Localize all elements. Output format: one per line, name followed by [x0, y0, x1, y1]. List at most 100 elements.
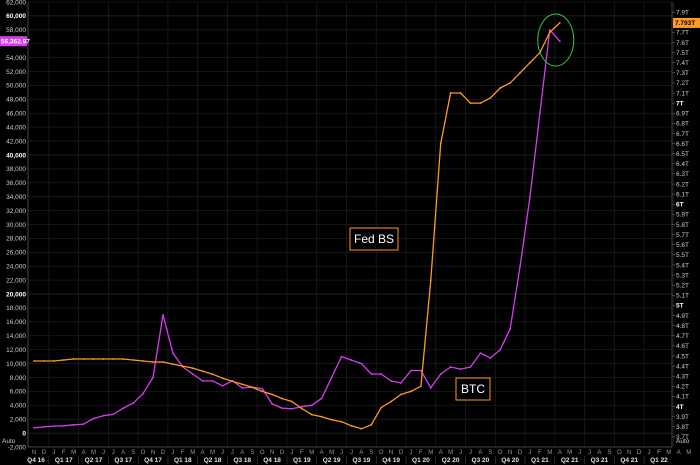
- month-label: J: [102, 450, 105, 456]
- grid: [28, 1, 675, 448]
- data-point: [380, 373, 383, 375]
- right-tick-label: 6.6T: [676, 141, 689, 148]
- data-point: [310, 404, 313, 407]
- data-point: [62, 359, 65, 361]
- month-label: O: [141, 450, 146, 456]
- left-tick-label: 12,000: [6, 347, 26, 354]
- data-point: [62, 424, 65, 427]
- data-point: [92, 417, 95, 420]
- month-label: F: [62, 450, 66, 456]
- month-label: J: [171, 450, 174, 456]
- right-axis: 3.7T 3.8T 3.9T 4T 4.1T 4.2T 4.3T 4.4T 4.5T 4.6T 4.…: [671, 2, 689, 447]
- data-point: [370, 373, 373, 375]
- data-point: [370, 423, 373, 426]
- quarter-label: Q3 18: [233, 457, 251, 464]
- data-point: [72, 358, 75, 360]
- right-tick-label: 7.4T: [676, 60, 689, 67]
- month-label: M: [567, 450, 572, 456]
- data-point: [132, 359, 135, 361]
- quarter-label: Q3 20: [472, 457, 490, 464]
- month-label: N: [151, 450, 155, 456]
- quarter-label: Q4 19: [382, 457, 400, 464]
- left-tick-label: 52,000: [6, 69, 26, 76]
- month-label: N: [270, 450, 274, 456]
- data-point: [360, 362, 363, 365]
- month-label: D: [518, 450, 523, 456]
- right-tick-label: 3.9T: [676, 414, 689, 421]
- left-tick-label: 48,000: [6, 97, 26, 104]
- right-tick-label: 7.9T: [676, 9, 689, 16]
- month-label: N: [389, 450, 393, 456]
- month-label: J: [231, 450, 234, 456]
- month-label: M: [448, 450, 453, 456]
- quarter-label: Q1 20: [412, 457, 430, 464]
- left-tick-label: 18,000: [6, 305, 26, 312]
- right-tick-label: 4.2T: [676, 384, 689, 391]
- left-tick-label: 62,000: [6, 0, 26, 6]
- data-point: [43, 425, 45, 428]
- data-point: [420, 369, 422, 372]
- month-label: M: [666, 450, 671, 456]
- month-label: D: [161, 450, 166, 456]
- month-label: A: [82, 450, 86, 456]
- month-label: J: [578, 450, 581, 456]
- data-point: [380, 406, 383, 409]
- left-tick-label: 30,000: [6, 222, 26, 229]
- month-label: A: [121, 450, 125, 456]
- data-point: [271, 393, 273, 396]
- data-point: [558, 22, 561, 24]
- left-tick-label: 24,000: [6, 264, 26, 271]
- data-point: [102, 414, 105, 417]
- right-tick-label: 5.2T: [676, 282, 689, 289]
- month-label: M: [686, 450, 691, 456]
- data-point: [221, 384, 224, 387]
- data-point: [172, 363, 174, 365]
- month-label: D: [399, 450, 404, 456]
- data-point: [112, 358, 115, 360]
- quarter-label: Q2 19: [323, 457, 341, 464]
- month-label: O: [498, 450, 503, 456]
- data-point: [499, 87, 502, 89]
- data-point: [102, 358, 105, 360]
- left-tick-label: 44,000: [6, 124, 26, 131]
- right-tick-label: 6.8T: [676, 121, 689, 128]
- data-point: [479, 102, 482, 104]
- left-tick-label: 14,000: [6, 333, 26, 340]
- month-label: A: [478, 450, 482, 456]
- data-point: [400, 382, 402, 384]
- right-tick-label: 5T: [676, 303, 684, 310]
- right-tick-label: 5.7T: [676, 232, 689, 239]
- data-point: [340, 355, 343, 358]
- annotation-label: Fed BS: [354, 232, 394, 246]
- month-label: S: [369, 450, 373, 456]
- left-tick-label: 8,000: [10, 375, 27, 382]
- month-label: J: [221, 450, 224, 456]
- data-point: [509, 327, 512, 330]
- left-tick-label: 26,000: [6, 250, 26, 257]
- quarter-label: Q4 17: [144, 457, 162, 464]
- right-tick-label: 7.7T: [676, 30, 689, 37]
- data-point: [330, 376, 333, 379]
- right-tick-label: 4.8T: [676, 323, 689, 330]
- left-tick-label: 4,000: [10, 403, 27, 410]
- data-point: [72, 423, 75, 426]
- data-point: [241, 387, 244, 389]
- month-label: F: [538, 450, 542, 456]
- quarter-label: Q4 18: [263, 457, 281, 464]
- left-axis: -2,000 0 2,000 4,000 6,000 8,000 10,000 12,000 1…: [6, 0, 29, 451]
- series-line-fed-bs: [34, 22, 561, 430]
- annotation-box: [349, 227, 399, 251]
- month-label: J: [588, 450, 591, 456]
- month-label: J: [529, 450, 532, 456]
- data-point: [449, 92, 452, 94]
- last-value-flags: 56,362.97 7.793T Auto Auto: [0, 17, 700, 445]
- month-label: A: [558, 450, 562, 456]
- data-point: [519, 71, 521, 74]
- month-label: J: [340, 450, 343, 456]
- right-tick-label: 6.7T: [676, 131, 689, 138]
- right-tick-label: 6.2T: [676, 181, 689, 188]
- quarter-label: Q2 20: [442, 457, 460, 464]
- month-label: A: [359, 450, 363, 456]
- month-label: J: [409, 450, 412, 456]
